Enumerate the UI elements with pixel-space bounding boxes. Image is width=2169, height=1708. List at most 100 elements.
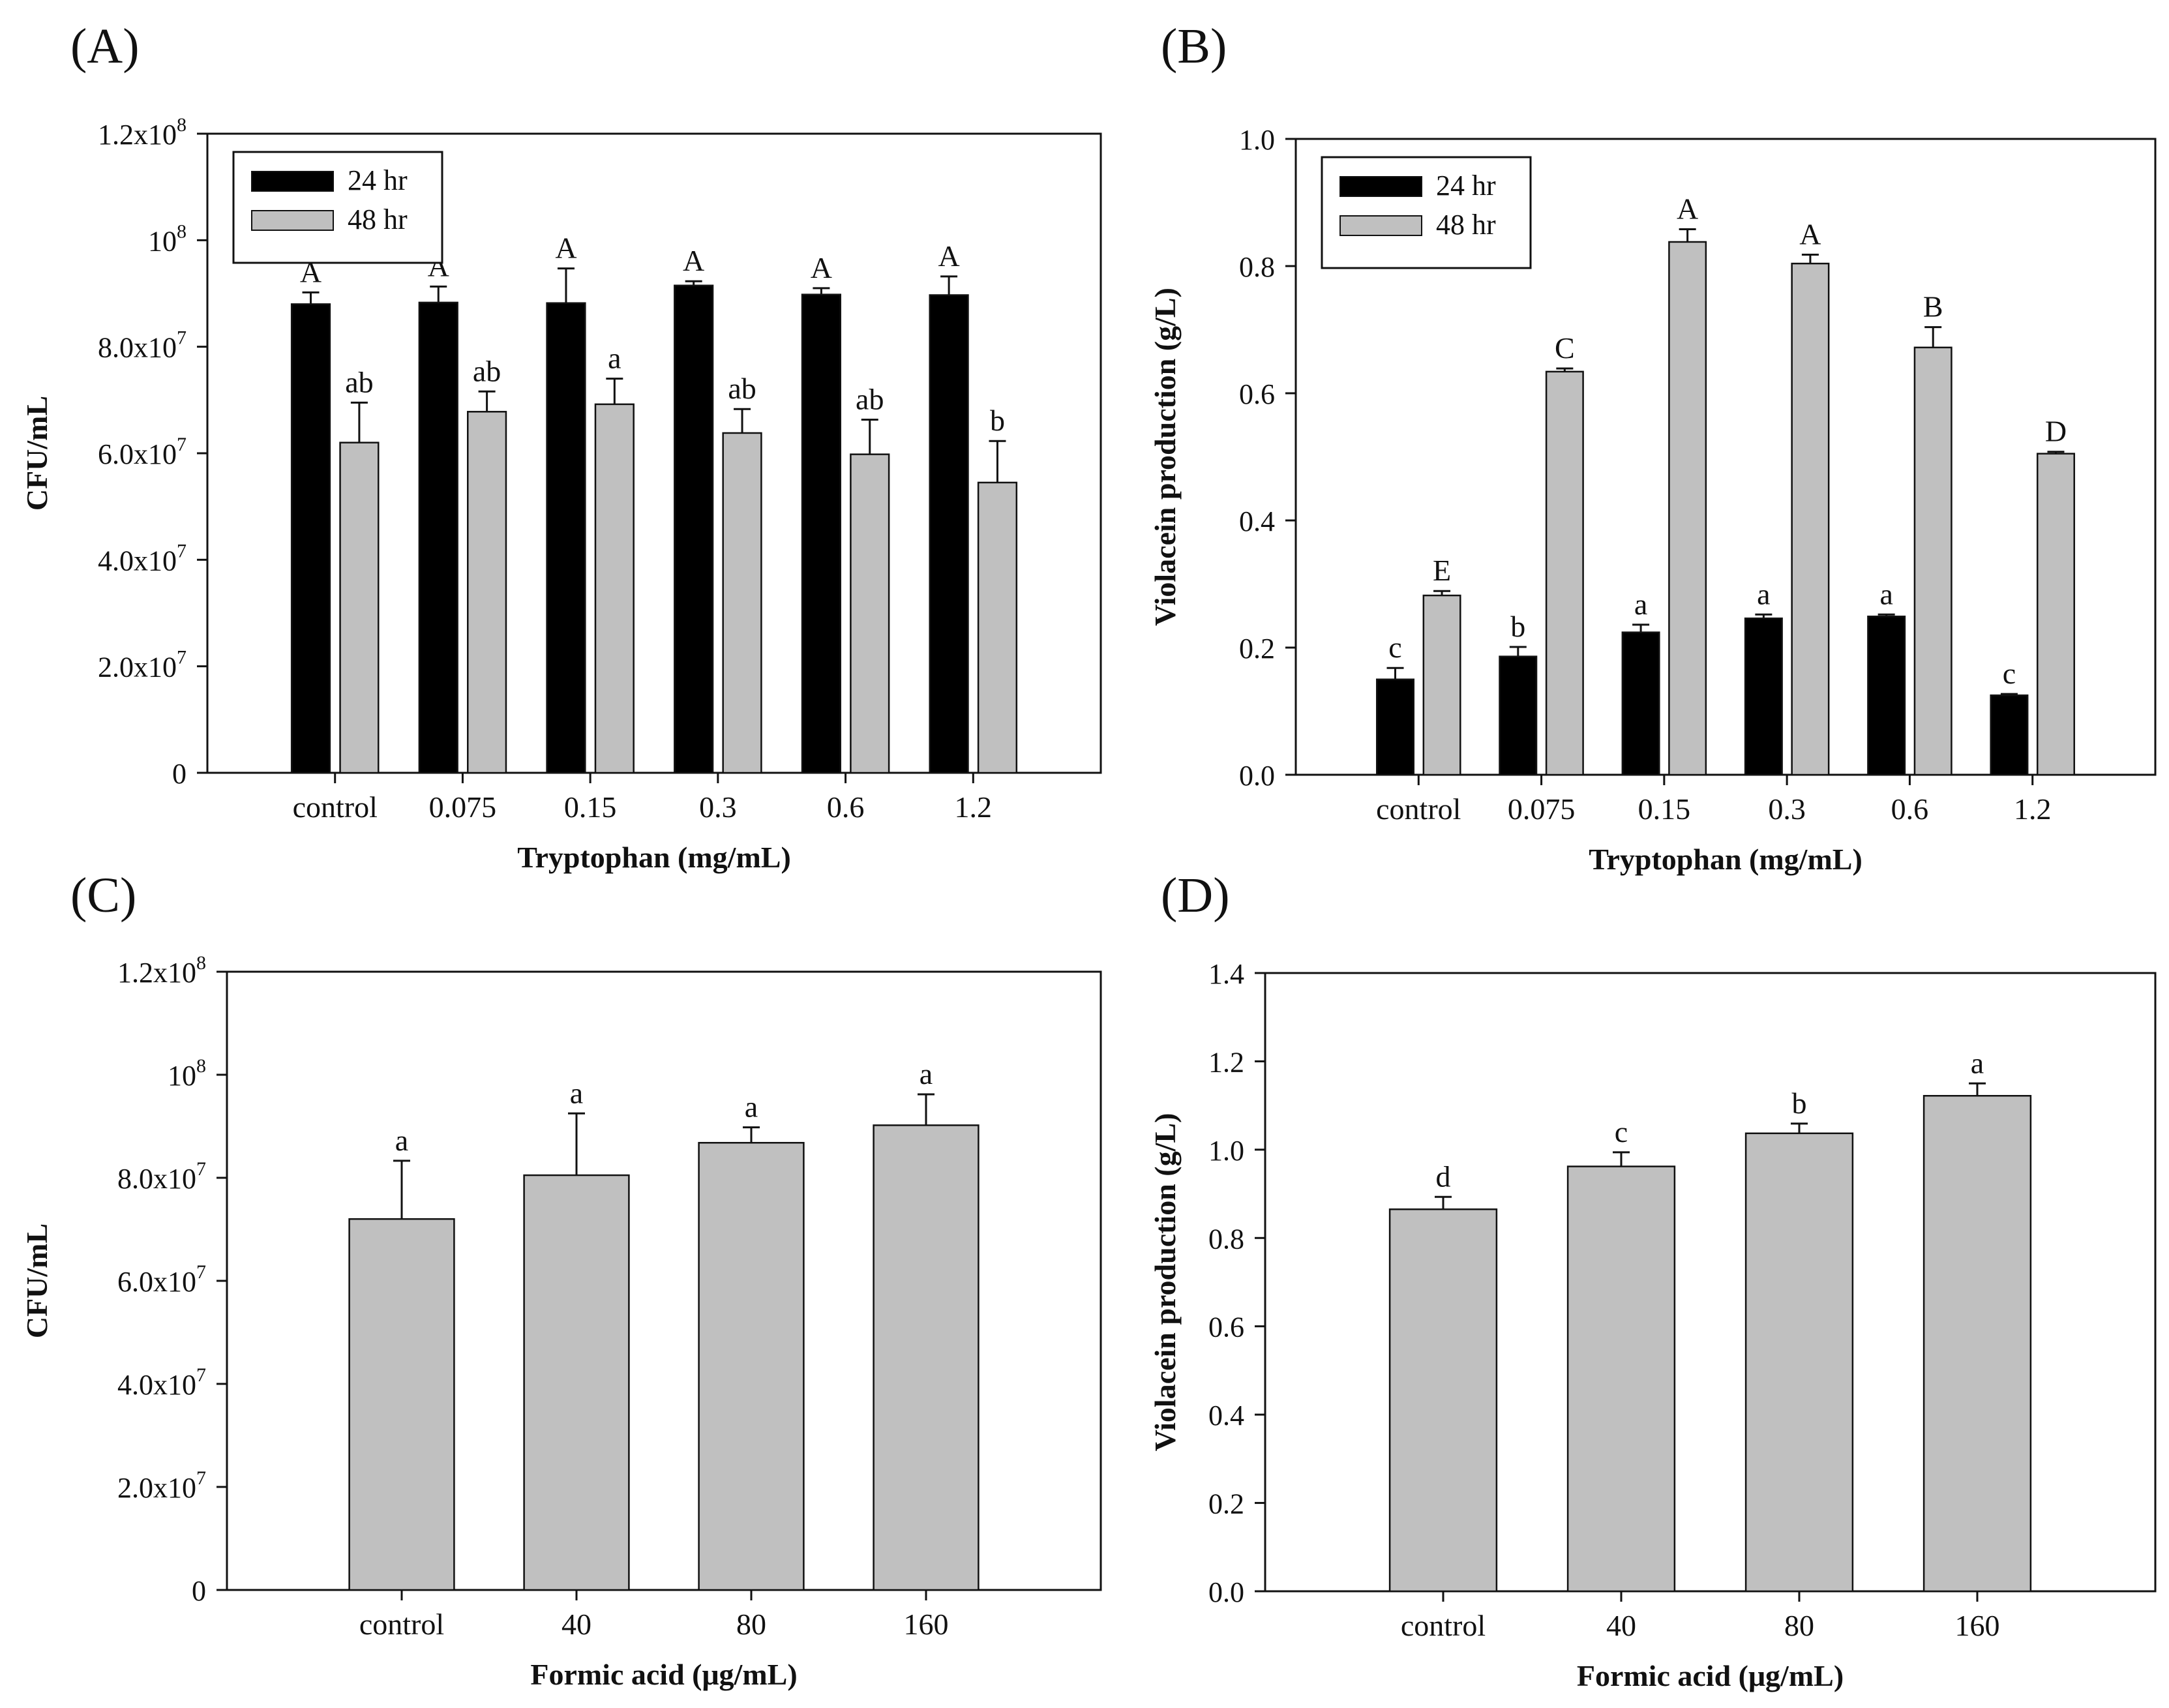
bar: [1867, 615, 1906, 776]
bar: [418, 301, 458, 774]
legend-box: [1321, 156, 1532, 269]
bar: [290, 303, 331, 774]
x-tick-label: 1.2: [955, 790, 993, 824]
significance-label: A: [811, 251, 832, 284]
plot-frame: [1294, 138, 2157, 776]
bar: [850, 453, 890, 774]
y-tick-label: 4.0x107: [98, 540, 187, 577]
significance-label: a: [745, 1090, 758, 1124]
y-tick-label: 0.0: [1208, 1576, 1244, 1608]
x-tick-label: 80: [736, 1608, 766, 1641]
significance-label: ab: [345, 365, 373, 398]
x-tick-label: 0.15: [1638, 792, 1691, 826]
significance-label: a: [608, 342, 621, 375]
bar: [339, 442, 380, 774]
y-tick-label: 1.2: [1208, 1046, 1244, 1078]
significance-label: b: [990, 404, 1005, 437]
significance-label: ab: [728, 372, 756, 405]
y-tick-label: 1.0: [1239, 124, 1275, 156]
significance-label: A: [1677, 192, 1698, 225]
legend-box: [232, 151, 443, 264]
x-tick-label: 80: [1784, 1609, 1814, 1642]
significance-label: ab: [473, 354, 501, 387]
x-tick-label: 0.3: [699, 790, 737, 824]
y-tick-label: 108: [168, 1055, 206, 1092]
y-tick-label: 0: [172, 758, 187, 790]
bar: [2036, 453, 2075, 776]
significance-label: a: [920, 1057, 933, 1090]
significance-label: C: [1555, 331, 1575, 365]
significance-label: c: [2003, 657, 2016, 690]
significance-label: a: [395, 1124, 408, 1157]
bar: [801, 293, 841, 774]
bar: [1913, 346, 1952, 776]
y-tick-label: 1.0: [1208, 1135, 1244, 1167]
significance-label: d: [1436, 1160, 1451, 1193]
significance-label: D: [2045, 415, 2067, 448]
y-tick-label: 0: [192, 1575, 206, 1607]
bar: [467, 411, 507, 774]
y-tick-label: 108: [148, 220, 187, 257]
x-tick-label: control: [1376, 792, 1461, 826]
x-tick-label: 40: [561, 1608, 591, 1641]
x-axis-title: Tryptophan (mg/mL): [1589, 843, 1862, 876]
significance-label: a: [1879, 577, 1892, 610]
y-axis-title: Violacein production (g/L): [1148, 288, 1182, 626]
bar: [1990, 694, 2029, 776]
y-tick-label: 0.2: [1208, 1488, 1244, 1520]
y-axis-title: Violacein production (g/L): [1148, 1113, 1182, 1452]
y-tick-label: 6.0x107: [98, 434, 187, 470]
bar: [1422, 594, 1461, 776]
bar: [977, 481, 1018, 774]
y-axis-title: CFU/mL: [20, 1223, 53, 1338]
panel-d-letter: (D): [1161, 868, 1230, 923]
y-tick-label: 0.4: [1239, 505, 1275, 537]
bar: [1388, 1208, 1498, 1593]
significance-label: A: [938, 239, 959, 273]
y-tick-label: 8.0x107: [98, 327, 187, 364]
x-tick-label: control: [293, 790, 378, 824]
x-tick-label: control: [1401, 1609, 1486, 1642]
bar: [1376, 678, 1415, 776]
bar: [698, 1142, 805, 1591]
legend-swatch: [251, 171, 334, 192]
bar: [674, 284, 714, 774]
bar: [348, 1218, 455, 1591]
y-tick-label: 0.4: [1208, 1400, 1244, 1431]
x-tick-label: 0.075: [429, 790, 497, 824]
panel-a-letter: (A): [70, 19, 140, 74]
significance-label: A: [683, 244, 704, 277]
x-tick-label: 0.6: [827, 790, 865, 824]
y-tick-label: 0.6: [1208, 1311, 1244, 1343]
x-tick-label: 1.2: [2014, 792, 2052, 826]
panel-c-letter: (C): [70, 868, 137, 923]
x-tick-label: 0.075: [1508, 792, 1576, 826]
y-tick-label: 2.0x107: [98, 647, 187, 683]
legend-swatch: [1339, 215, 1422, 236]
y-tick-label: 1.4: [1208, 958, 1244, 990]
bar: [1668, 241, 1707, 776]
legend-swatch: [1339, 176, 1422, 197]
x-axis-title: Formic acid (μg/mL): [1577, 1659, 1844, 1692]
y-tick-label: 0.6: [1239, 378, 1275, 410]
significance-label: b: [1792, 1086, 1807, 1120]
plot-frame: [1264, 972, 2157, 1593]
bar: [722, 432, 762, 774]
x-tick-label: 160: [1955, 1609, 2000, 1642]
bar: [594, 403, 635, 774]
y-tick-label: 0.2: [1239, 633, 1275, 665]
significance-label: c: [1615, 1115, 1628, 1148]
significance-label: a: [1634, 588, 1647, 621]
y-tick-label: 0.8: [1239, 251, 1275, 283]
bar: [1744, 1132, 1854, 1593]
legend-label: 48 hr: [1436, 209, 1496, 241]
x-tick-label: 0.15: [564, 790, 617, 824]
x-tick-label: 0.3: [1768, 792, 1806, 826]
y-axis-title: CFU/mL: [20, 396, 53, 511]
bar: [1621, 631, 1660, 776]
x-tick-label: 0.6: [1891, 792, 1929, 826]
